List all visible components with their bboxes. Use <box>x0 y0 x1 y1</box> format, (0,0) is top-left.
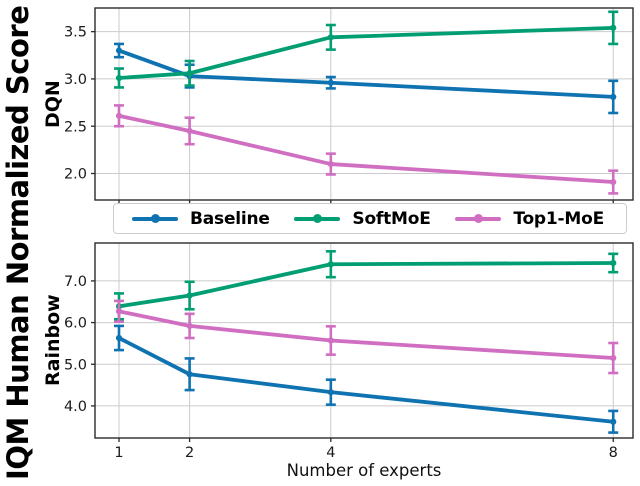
dqn-subplot: 2.0 2.5 3.0 3.5 <box>64 7 634 204</box>
y-tick-label: 6.0 <box>64 316 87 332</box>
data-point-marker <box>327 34 334 41</box>
baseline-line-marker-icon <box>132 214 178 223</box>
data-point-marker <box>610 418 617 425</box>
data-point-marker <box>115 308 123 315</box>
x-tick-label: 2 <box>185 445 194 461</box>
x-tick-label: 4 <box>326 445 335 461</box>
legend-item-top1moe: Top1-MoE <box>455 209 604 229</box>
y-tick-label: 2.5 <box>64 119 87 135</box>
x-axis-title: Number of experts <box>286 461 442 480</box>
data-line <box>117 48 616 99</box>
data-point-marker <box>610 93 617 101</box>
y-tick-label: 7.0 <box>64 274 87 290</box>
legend-label-top1moe: Top1-MoE <box>513 208 604 229</box>
y-tick-label: 3.5 <box>64 25 87 41</box>
data-line <box>117 25 616 80</box>
top1moe-line-marker-icon <box>455 214 502 223</box>
data-point-marker <box>327 337 334 344</box>
legend-label-baseline: Baseline <box>190 208 270 229</box>
data-point-marker <box>327 160 334 168</box>
data-point-marker <box>115 112 123 119</box>
y-tick-label: 4.0 <box>64 399 87 415</box>
series-baseline <box>114 324 619 434</box>
legend-label-softmoe: SoftMoE <box>352 208 431 229</box>
x-tick-label: 1 <box>114 445 123 461</box>
data-point-marker <box>115 74 123 82</box>
data-point-marker <box>327 79 334 86</box>
data-point-marker <box>610 24 617 31</box>
rainbow-subplot: 4.0 5.0 6.0 7.0 1 2 4 8 <box>64 242 634 461</box>
data-point-marker <box>115 47 123 54</box>
y-tick-label: 5.0 <box>64 357 87 373</box>
data-point-marker <box>610 259 617 267</box>
data-line <box>117 309 616 360</box>
y-tick-label: 3.0 <box>64 72 87 88</box>
data-point-marker <box>186 70 193 77</box>
x-tick-label: 8 <box>609 445 618 461</box>
legend: Baseline SoftMoE Top1-MoE <box>113 203 627 234</box>
data-line <box>117 113 616 184</box>
data-point-marker <box>186 322 193 330</box>
axes-spine <box>94 242 634 439</box>
data-point-marker <box>610 178 617 186</box>
softmoe-line-marker-icon <box>294 214 341 223</box>
series-top1-moe <box>114 299 619 375</box>
data-line <box>117 261 616 309</box>
data-point-marker <box>327 261 334 268</box>
series-top1-moe <box>114 104 619 195</box>
axes-spine <box>94 7 634 201</box>
y-tick-label: 2.0 <box>64 167 87 183</box>
legend-item-softmoe: SoftMoE <box>294 208 431 229</box>
series-softmoe <box>114 10 619 89</box>
data-point-marker <box>186 371 193 378</box>
data-point-marker <box>610 354 617 362</box>
data-point-marker <box>115 334 123 342</box>
data-point-marker <box>327 389 334 396</box>
data-point-marker <box>186 292 193 299</box>
data-point-marker <box>186 127 193 135</box>
data-line <box>117 336 616 424</box>
legend-item-baseline: Baseline <box>132 209 270 229</box>
